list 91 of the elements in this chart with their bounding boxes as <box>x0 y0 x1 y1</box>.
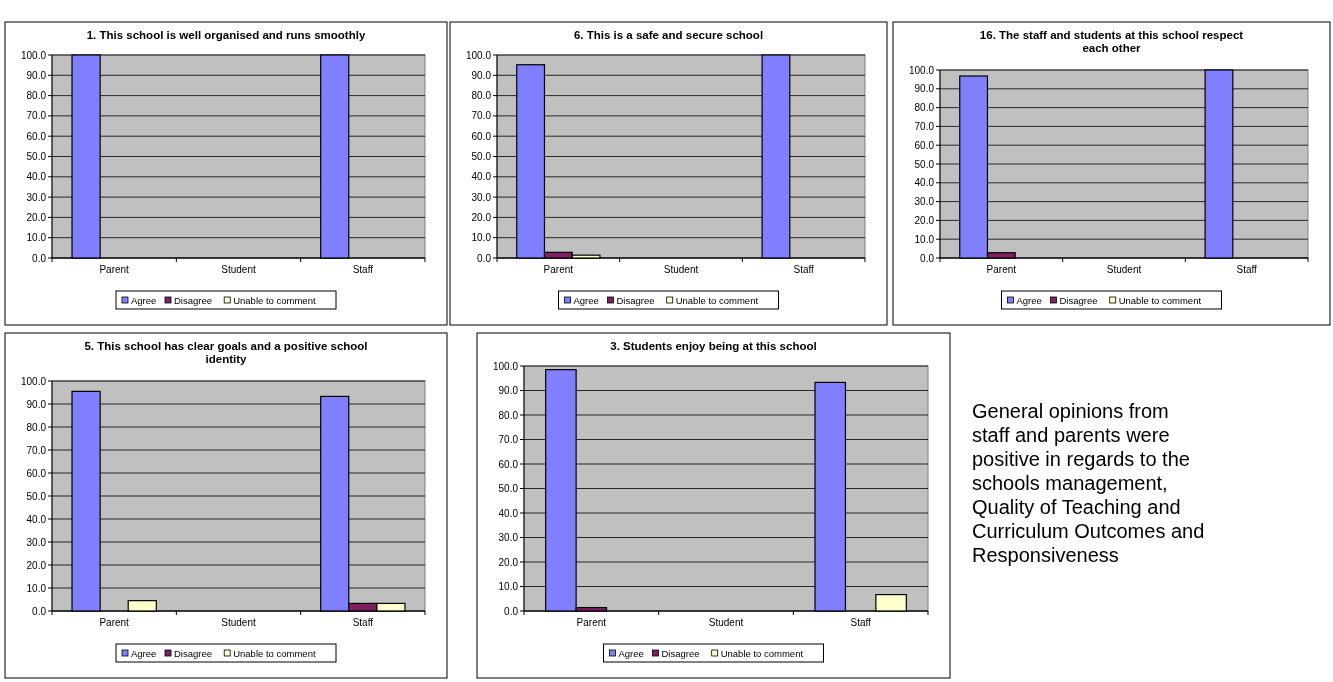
y-tick-label: 50.0 <box>914 158 935 170</box>
legend-label: Agree <box>1016 294 1042 306</box>
y-tick-label: 40.0 <box>471 171 492 183</box>
y-tick-label: 80.0 <box>471 90 492 102</box>
x-tick-label: Parent <box>986 264 1017 275</box>
y-tick-label: 80.0 <box>26 421 47 433</box>
y-tick-label: 70.0 <box>26 110 47 122</box>
legend-label: Unable to comment <box>233 294 316 306</box>
y-tick-label: 90.0 <box>26 69 47 81</box>
legend-label: Agree <box>131 294 157 306</box>
y-tick-label: 50.0 <box>471 151 492 162</box>
y-tick-label: 80.0 <box>914 102 935 114</box>
y-tick-label: 50.0 <box>498 483 519 494</box>
y-tick-label: 30.0 <box>26 536 47 548</box>
x-tick-label: Parent <box>99 264 130 275</box>
y-tick-label: 100.0 <box>492 360 519 372</box>
y-tick-label: 100.0 <box>908 64 935 76</box>
x-tick-label: Staff <box>352 617 374 628</box>
x-tick-label: Staff <box>1236 264 1258 275</box>
y-tick-label: 40.0 <box>914 177 935 189</box>
legend-label: Disagree <box>174 294 213 306</box>
y-tick-label: 100.0 <box>465 49 492 61</box>
x-tick-label: Student <box>1106 264 1142 275</box>
y-tick-label: 30.0 <box>26 191 47 203</box>
chart-title: 6. This is a safe and secure school <box>573 29 764 41</box>
legend-label: Unable to comment <box>1118 294 1202 306</box>
legend-label: Disagree <box>174 647 213 659</box>
y-tick-label: 100.0 <box>20 375 47 387</box>
x-tick-label: Parent <box>99 617 130 628</box>
x-tick-label: Parent <box>576 617 607 628</box>
x-tick-label: Student <box>221 264 256 275</box>
y-tick-label: 0.0 <box>920 252 935 264</box>
y-tick-label: 20.0 <box>914 214 935 226</box>
y-tick-label: 30.0 <box>498 532 519 543</box>
y-tick-label: 100.0 <box>20 49 47 61</box>
y-tick-label: 10.0 <box>471 232 492 244</box>
y-tick-label: 90.0 <box>26 398 47 410</box>
y-tick-label: 50.0 <box>26 151 47 162</box>
y-tick-label: 0.0 <box>477 252 492 264</box>
y-tick-label: 60.0 <box>471 130 492 142</box>
y-tick-label: 0.0 <box>504 605 519 617</box>
y-tick-label: 40.0 <box>26 513 47 525</box>
x-tick-label: Parent <box>543 264 574 275</box>
y-tick-label: 90.0 <box>498 385 519 396</box>
y-tick-label: 0.0 <box>32 252 47 264</box>
y-tick-label: 0.0 <box>32 605 47 617</box>
legend-label: Agree <box>618 647 644 659</box>
y-tick-label: 70.0 <box>498 434 519 445</box>
legend-label: Disagree <box>616 294 655 306</box>
y-tick-label: 30.0 <box>914 196 935 208</box>
x-tick-label: Student <box>663 264 699 275</box>
x-tick-label: Staff <box>352 264 374 275</box>
y-tick-label: 20.0 <box>471 211 492 223</box>
chart-title: 5. This school has clear goals and a positive school identity <box>84 340 368 365</box>
y-tick-label: 60.0 <box>26 467 47 479</box>
y-tick-label: 20.0 <box>26 559 47 571</box>
legend-label: Disagree <box>661 647 700 659</box>
y-tick-label: 10.0 <box>26 232 47 244</box>
legend-label: Agree <box>573 294 599 306</box>
legend-label: Unable to comment <box>233 647 316 659</box>
chart-title: 1. This school is well organised and runs smoothly <box>86 29 366 41</box>
x-tick-label: Student <box>221 617 256 628</box>
y-tick-label: 90.0 <box>471 69 492 81</box>
y-tick-label: 70.0 <box>914 120 935 132</box>
chart-title: 16. The staff and students at this school respect each other <box>979 29 1244 54</box>
legend-label: Unable to comment <box>720 647 804 659</box>
y-tick-label: 60.0 <box>26 130 47 142</box>
y-tick-label: 10.0 <box>498 581 519 592</box>
y-tick-label: 50.0 <box>26 490 47 502</box>
legend-label: Unable to comment <box>675 294 759 306</box>
y-tick-label: 40.0 <box>26 171 47 183</box>
y-tick-label: 40.0 <box>498 507 519 519</box>
y-tick-label: 70.0 <box>471 110 492 122</box>
y-tick-label: 80.0 <box>26 90 47 102</box>
y-tick-label: 10.0 <box>914 233 935 245</box>
chart-title: 3. Students enjoy being at this school <box>610 340 817 352</box>
y-tick-label: 30.0 <box>471 191 492 203</box>
y-tick-label: 60.0 <box>914 139 935 151</box>
text: General opinions from staff and parents were positive in regards to the schools management, Quality of Teaching and Curriculum Outcomes and Responsiveness <box>972 400 1205 566</box>
y-tick-label: 80.0 <box>498 409 519 421</box>
x-tick-label: Staff <box>850 617 872 628</box>
legend-label: Agree <box>131 647 157 659</box>
y-tick-label: 60.0 <box>498 458 519 470</box>
x-tick-label: Student <box>708 617 744 628</box>
x-tick-label: Staff <box>793 264 815 275</box>
y-tick-label: 90.0 <box>914 83 935 95</box>
y-tick-label: 20.0 <box>26 211 47 223</box>
y-tick-label: 70.0 <box>26 444 47 456</box>
y-tick-label: 20.0 <box>498 556 519 568</box>
y-tick-label: 10.0 <box>26 582 47 594</box>
legend-label: Disagree <box>1059 294 1098 306</box>
